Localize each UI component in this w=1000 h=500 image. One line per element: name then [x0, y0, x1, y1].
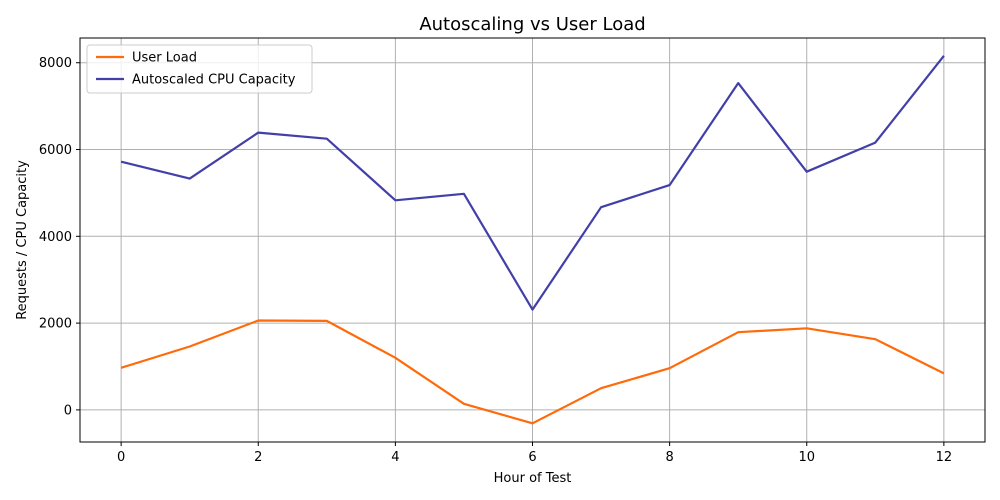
x-tick-label: 4 — [391, 450, 399, 465]
legend-label-autoscaled-cpu-capacity: Autoscaled CPU Capacity — [132, 73, 296, 88]
y-axis-ticks: 0 2000 4000 6000 8000 — [39, 56, 80, 418]
y-tick-label: 8000 — [39, 56, 72, 71]
y-tick-label: 6000 — [39, 143, 72, 158]
x-tick-label: 12 — [936, 450, 953, 465]
x-axis-label: Hour of Test — [494, 471, 572, 486]
legend: User Load Autoscaled CPU Capacity — [87, 45, 312, 93]
x-axis-ticks: 0 2 4 6 8 10 12 — [117, 442, 952, 465]
x-tick-label: 6 — [528, 450, 536, 465]
x-tick-label: 10 — [798, 450, 815, 465]
y-tick-label: 2000 — [39, 317, 72, 332]
y-tick-label: 0 — [64, 403, 72, 418]
chart-title: Autoscaling vs User Load — [419, 14, 645, 35]
grid-lines — [80, 38, 985, 442]
x-tick-label: 0 — [117, 450, 125, 465]
legend-label-user-load: User Load — [132, 51, 197, 66]
y-axis-label: Requests / CPU Capacity — [15, 160, 30, 320]
y-tick-label: 4000 — [39, 230, 72, 245]
x-tick-label: 8 — [665, 450, 673, 465]
x-tick-label: 2 — [254, 450, 262, 465]
